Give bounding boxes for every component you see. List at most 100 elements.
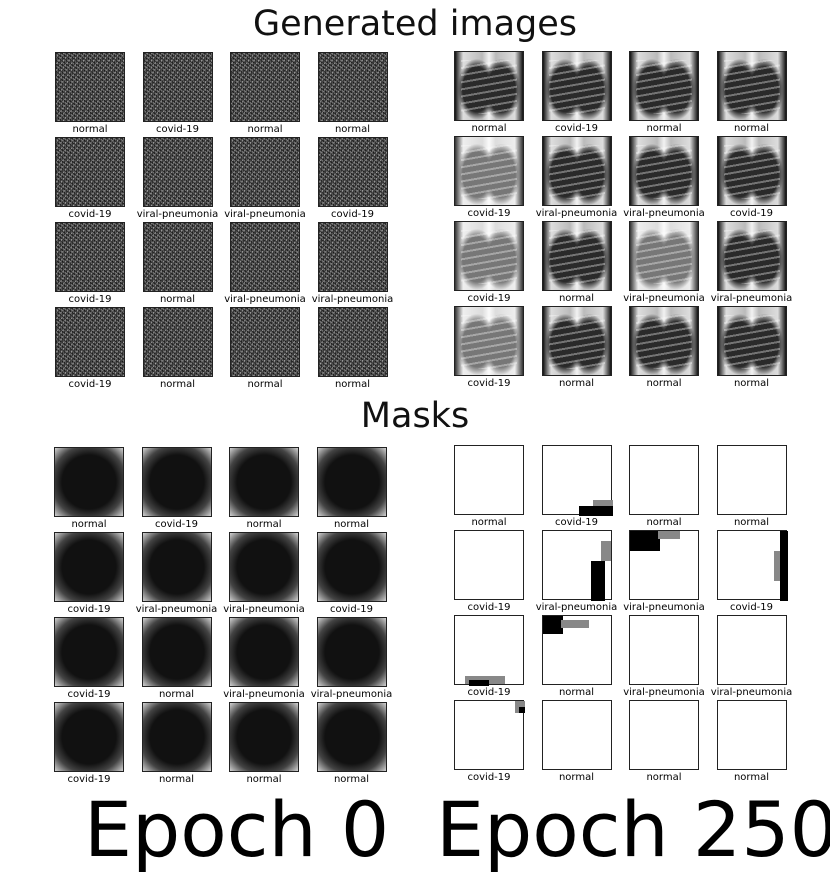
image-caption: covid-19 xyxy=(467,602,511,613)
image-cell: normal xyxy=(308,52,398,138)
mask-image xyxy=(454,530,524,600)
image-caption: normal xyxy=(558,293,595,304)
image-caption: normal xyxy=(72,124,108,135)
mask-region xyxy=(578,506,613,516)
image-caption: normal xyxy=(333,519,370,530)
image-caption: normal xyxy=(646,123,682,134)
image-cell: covid-19 xyxy=(444,700,534,786)
image-cell: covid-19 xyxy=(44,532,134,618)
image-caption: normal xyxy=(333,774,370,785)
generated-image xyxy=(629,221,699,291)
image-caption: viral-pneumonia xyxy=(224,209,306,220)
image-cell: viral-pneumonia xyxy=(220,222,310,308)
image-cell: normal xyxy=(444,51,534,137)
image-cell: normal xyxy=(132,702,222,788)
image-caption: normal xyxy=(646,378,682,389)
image-caption: normal xyxy=(733,772,770,783)
image-cell: viral-pneumonia xyxy=(220,137,310,223)
image-cell: normal xyxy=(132,617,222,703)
image-caption: viral-pneumonia xyxy=(623,602,705,613)
image-caption: covid-19 xyxy=(467,687,511,698)
generated-image xyxy=(541,136,612,206)
image-cell: viral-pneumonia xyxy=(707,221,797,307)
generated-image xyxy=(454,51,524,121)
mask-region xyxy=(658,531,680,539)
image-cell: normal xyxy=(44,447,134,533)
image-caption: viral-pneumonia xyxy=(135,604,218,615)
mask-image xyxy=(454,615,524,686)
image-caption: covid-19 xyxy=(467,772,511,783)
mask-image xyxy=(54,617,124,687)
image-caption: normal xyxy=(247,379,283,390)
mask-image xyxy=(629,700,699,770)
mask-image xyxy=(629,445,699,515)
mask-region xyxy=(519,707,525,713)
image-caption: covid-19 xyxy=(67,774,111,785)
image-cell: normal xyxy=(532,306,622,392)
image-cell: viral-pneumonia xyxy=(133,137,223,223)
generated-image xyxy=(317,52,388,122)
image-caption: viral-pneumonia xyxy=(623,208,705,219)
generated-image xyxy=(55,137,125,207)
image-caption: normal xyxy=(558,378,595,389)
mask-region xyxy=(560,620,589,628)
image-caption: normal xyxy=(646,517,682,528)
image-cell: viral-pneumonia xyxy=(532,136,622,222)
image-caption: covid-19 xyxy=(68,209,112,220)
image-caption: covid-19 xyxy=(156,124,199,135)
mask-image xyxy=(541,700,612,770)
mask-image xyxy=(229,617,299,687)
image-cell: covid-19 xyxy=(132,447,222,533)
image-cell: viral-pneumonia xyxy=(219,617,309,703)
image-cell: viral-pneumonia xyxy=(619,221,709,307)
image-caption: normal xyxy=(646,772,682,783)
generated-image xyxy=(541,221,612,291)
masks-title: Masks xyxy=(360,396,470,436)
image-cell: normal xyxy=(444,445,534,531)
image-cell: viral-pneumonia xyxy=(219,532,309,618)
image-cell: covid-19 xyxy=(707,530,797,616)
mask-region xyxy=(469,680,489,686)
mask-image xyxy=(316,532,387,602)
mask-image xyxy=(716,530,788,601)
image-caption: covid-19 xyxy=(67,689,111,700)
image-cell: normal xyxy=(220,307,310,393)
generated-image xyxy=(716,51,787,121)
mask-region xyxy=(773,551,780,581)
generated-image xyxy=(629,51,699,121)
image-caption: normal xyxy=(471,123,507,134)
image-cell: covid-19 xyxy=(532,51,622,137)
image-cell: covid-19 xyxy=(44,617,134,703)
generated-image xyxy=(230,137,300,207)
mask-image xyxy=(316,702,387,772)
image-caption: covid-19 xyxy=(730,602,773,613)
mask-image xyxy=(141,532,212,602)
mask-image xyxy=(454,700,525,770)
mask-image xyxy=(54,447,124,517)
image-cell: covid-19 xyxy=(308,137,398,223)
image-cell: covid-19 xyxy=(307,532,397,618)
mask-image xyxy=(716,700,787,770)
image-cell: normal xyxy=(133,222,223,308)
image-caption: normal xyxy=(733,517,770,528)
generated-image xyxy=(142,52,213,122)
generated-image xyxy=(629,136,699,206)
image-cell: normal xyxy=(532,700,622,786)
image-caption: normal xyxy=(558,772,595,783)
generated-image xyxy=(454,306,524,376)
image-caption: covid-19 xyxy=(155,519,198,530)
image-cell: normal xyxy=(307,447,397,533)
mask-region xyxy=(542,616,563,634)
image-cell: covid-19 xyxy=(45,137,135,223)
image-caption: viral-pneumonia xyxy=(623,687,705,698)
image-cell: covid-19 xyxy=(444,221,534,307)
generated-image xyxy=(629,306,699,376)
image-caption: viral-pneumonia xyxy=(311,294,394,305)
generated-image xyxy=(55,307,125,377)
image-caption: normal xyxy=(159,379,196,390)
generated-image xyxy=(317,222,388,292)
mask-image xyxy=(229,447,299,517)
image-cell: viral-pneumonia xyxy=(308,222,398,308)
image-caption: normal xyxy=(334,124,371,135)
image-caption: viral-pneumonia xyxy=(224,294,306,305)
